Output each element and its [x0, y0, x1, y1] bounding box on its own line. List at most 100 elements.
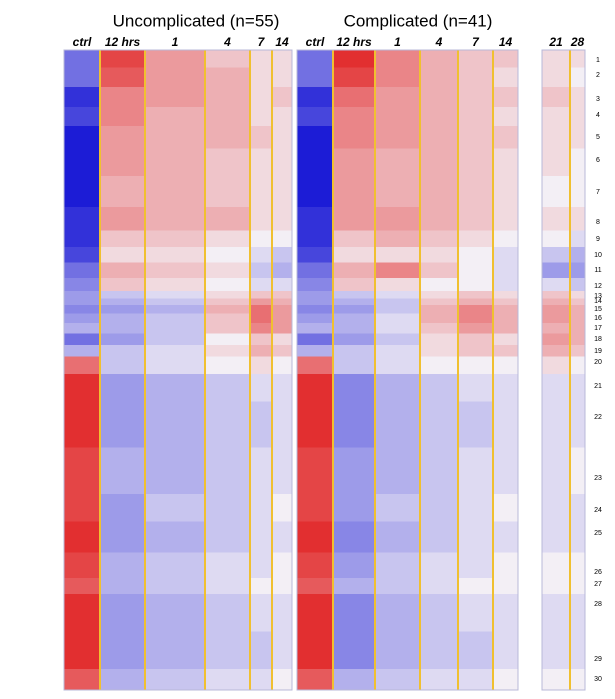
heatmap-cell	[100, 126, 145, 149]
heatmap-cell	[272, 278, 292, 292]
heatmap-cell	[64, 374, 100, 402]
heatmap-cell	[272, 230, 292, 248]
heatmap-cell	[297, 298, 333, 306]
heatmap-cell	[570, 176, 585, 208]
heatmap-cell	[375, 631, 420, 670]
column-label: 1	[172, 35, 179, 49]
heatmap-cell	[458, 313, 493, 324]
row-label: 25	[594, 530, 602, 537]
heatmap-cell	[333, 521, 375, 553]
column-label: 21	[548, 35, 563, 49]
heatmap-cell	[375, 521, 420, 553]
heatmap-cell	[250, 333, 272, 346]
heatmap-cell	[333, 447, 375, 495]
heatmap-cell	[375, 107, 420, 127]
heatmap-cell	[375, 333, 420, 346]
heatmap-cell	[145, 278, 205, 292]
heatmap-cell	[570, 345, 585, 357]
heatmap-cell	[205, 278, 250, 292]
heatmap-cell	[145, 87, 205, 108]
heatmap-cell	[375, 50, 420, 68]
heatmap-cell	[420, 552, 458, 579]
row-label: 9	[596, 236, 600, 243]
heatmap-cell	[375, 401, 420, 448]
row-label: 10	[594, 252, 602, 259]
heatmap-cell	[297, 374, 333, 402]
column-label: 4	[435, 35, 443, 49]
row-label: 11	[594, 267, 601, 274]
heatmap-cell	[542, 298, 570, 306]
heatmap-cell	[458, 50, 493, 68]
heatmap-cell	[375, 262, 420, 279]
heatmap-cell	[420, 87, 458, 108]
heatmap-cell	[297, 594, 333, 632]
heatmap-cell	[375, 67, 420, 88]
heatmap-cell	[145, 207, 205, 231]
heatmap-cell	[64, 176, 100, 208]
heatmap-cell	[375, 291, 420, 299]
heatmap-cell	[375, 176, 420, 208]
row-label: 27	[594, 581, 602, 588]
heatmap-cell	[100, 356, 145, 375]
heatmap-cell	[420, 305, 458, 314]
heatmap-cell	[64, 262, 100, 279]
heatmap-cell	[542, 126, 570, 149]
heatmap-cell	[333, 87, 375, 108]
heatmap-cell	[250, 521, 272, 553]
heatmap-cell	[333, 631, 375, 670]
heatmap-cell	[570, 207, 585, 231]
heatmap-cell	[570, 278, 585, 292]
heatmap-cell	[145, 345, 205, 357]
heatmap-cell	[570, 323, 585, 334]
heatmap-cell	[297, 552, 333, 579]
heatmap-cell	[333, 374, 375, 402]
heatmap-cell	[420, 401, 458, 448]
heatmap-cell	[493, 207, 518, 231]
heatmap-cell	[493, 594, 518, 632]
heatmap-cell	[542, 148, 570, 177]
heatmap-cell	[333, 313, 375, 324]
heatmap-cell	[205, 578, 250, 595]
heatmap-cell	[542, 447, 570, 495]
heatmap-cell	[272, 401, 292, 448]
heatmap-cell	[297, 521, 333, 553]
row-label: 13	[594, 293, 602, 300]
heatmap-cell	[64, 313, 100, 324]
heatmap-cell	[375, 552, 420, 579]
heatmap-cell	[570, 552, 585, 579]
heatmap-cell	[375, 148, 420, 177]
heatmap-cell	[333, 298, 375, 306]
heatmap-cell	[333, 107, 375, 127]
heatmap-cell	[458, 87, 493, 108]
heatmap-cell	[272, 176, 292, 208]
heatmap-cell	[297, 305, 333, 314]
heatmap-cell	[272, 447, 292, 495]
heatmap-cell	[297, 126, 333, 149]
heatmap-cell	[250, 305, 272, 314]
column-label: ctrl	[306, 35, 325, 49]
heatmap-cell	[493, 552, 518, 579]
heatmap-cell	[272, 323, 292, 334]
heatmap-cell	[272, 107, 292, 127]
heatmap-cell	[64, 247, 100, 263]
heatmap-cell	[333, 594, 375, 632]
heatmap-cell	[542, 87, 570, 108]
heatmap-cell	[297, 247, 333, 263]
heatmap-cell	[493, 521, 518, 553]
column-label: 14	[499, 35, 513, 49]
heatmap-cell	[493, 262, 518, 279]
heatmap-cell	[297, 323, 333, 334]
heatmap-cell	[375, 278, 420, 292]
heatmap-cell	[542, 345, 570, 357]
heatmap-cell	[493, 247, 518, 263]
heatmap-cell	[420, 207, 458, 231]
heatmap-cell	[100, 230, 145, 248]
column-label: 28	[570, 35, 585, 49]
heatmap-cell	[64, 669, 100, 691]
heatmap-cell	[64, 148, 100, 177]
heatmap-cell	[420, 447, 458, 495]
column-label: 7	[472, 35, 480, 49]
heatmap-cell	[333, 552, 375, 579]
heatmap-cell	[570, 262, 585, 279]
heatmap-cell	[420, 230, 458, 248]
